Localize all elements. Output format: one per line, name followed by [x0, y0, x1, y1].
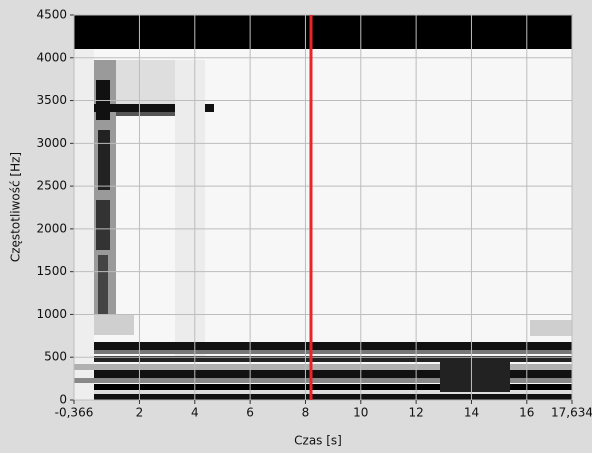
x-tick-label: 6: [246, 406, 254, 420]
y-tick-label: 3000: [36, 136, 67, 150]
y-tick-label: 3500: [36, 93, 67, 107]
y-tick-label: 500: [44, 350, 67, 364]
spectrogram-image: [74, 15, 572, 400]
x-tick-label: 8: [302, 406, 310, 420]
x-tick-label: 14: [464, 406, 479, 420]
x-tick-label: 16: [519, 406, 534, 420]
y-axis-label: Częstotliwość [Hz]: [9, 152, 23, 262]
x-tick-label: -0,366: [55, 406, 94, 420]
y-tick-label: 1500: [36, 264, 67, 278]
x-tick-label: 17,634: [551, 406, 592, 420]
x-tick-label: 2: [136, 406, 144, 420]
y-tick-label: 4000: [36, 50, 67, 64]
y-tick-label: 0: [59, 393, 67, 407]
y-tick-label: 2500: [36, 179, 67, 193]
y-tick-label: 1000: [36, 307, 67, 321]
x-tick-label: 10: [353, 406, 368, 420]
y-tick-label: 2000: [36, 221, 67, 235]
y-tick-label: 4500: [36, 8, 67, 22]
x-axis-label: Czas [s]: [294, 434, 342, 448]
x-tick-label: 12: [408, 406, 423, 420]
x-tick-label: 4: [191, 406, 199, 420]
